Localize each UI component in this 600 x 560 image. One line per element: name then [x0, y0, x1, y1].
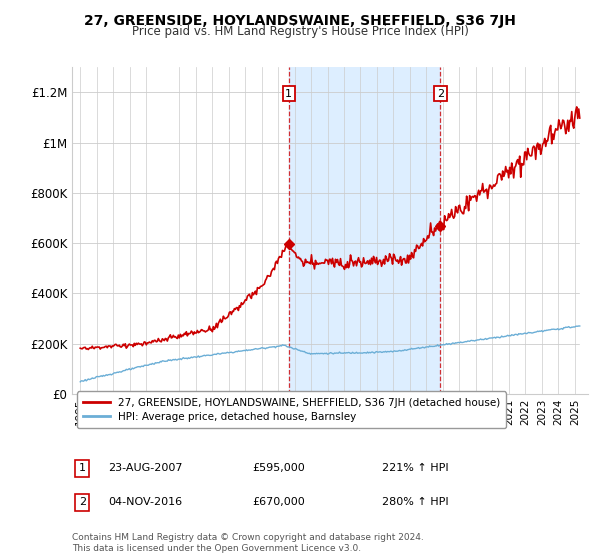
Text: 2: 2	[437, 88, 444, 99]
Bar	[580, 67, 588, 394]
Text: 1: 1	[285, 88, 292, 99]
Text: Price paid vs. HM Land Registry's House Price Index (HPI): Price paid vs. HM Land Registry's House …	[131, 25, 469, 38]
Text: £670,000: £670,000	[253, 497, 305, 507]
Text: 2: 2	[79, 497, 86, 507]
Text: 280% ↑ HPI: 280% ↑ HPI	[382, 497, 448, 507]
Text: 27, GREENSIDE, HOYLANDSWAINE, SHEFFIELD, S36 7JH: 27, GREENSIDE, HOYLANDSWAINE, SHEFFIELD,…	[84, 14, 516, 28]
Text: £595,000: £595,000	[253, 463, 305, 473]
Text: Contains HM Land Registry data © Crown copyright and database right 2024.
This d: Contains HM Land Registry data © Crown c…	[72, 533, 424, 553]
Text: 221% ↑ HPI: 221% ↑ HPI	[382, 463, 448, 473]
Bar	[289, 67, 440, 394]
Legend: 27, GREENSIDE, HOYLANDSWAINE, SHEFFIELD, S36 7JH (detached house), HPI: Average : 27, GREENSIDE, HOYLANDSWAINE, SHEFFIELD,…	[77, 391, 506, 428]
Text: 04-NOV-2016: 04-NOV-2016	[108, 497, 182, 507]
Text: 23-AUG-2007: 23-AUG-2007	[108, 463, 182, 473]
Text: 1: 1	[79, 463, 86, 473]
